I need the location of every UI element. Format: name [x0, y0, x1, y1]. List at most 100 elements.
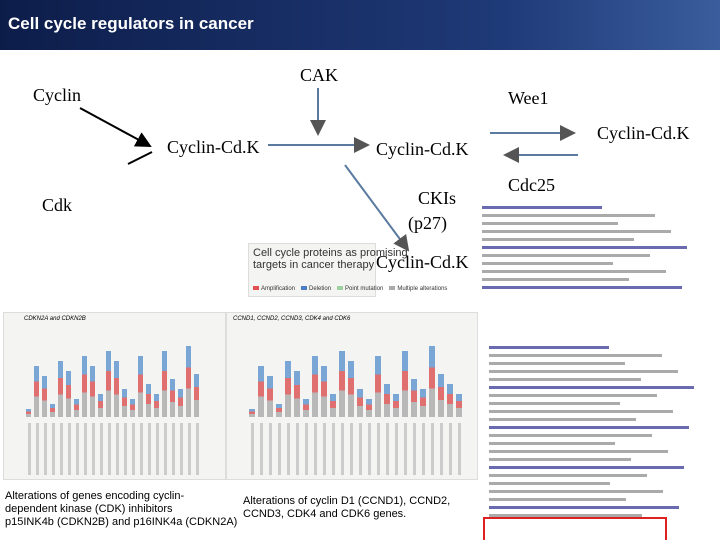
- decor-tick: [148, 423, 151, 475]
- decor-text-line: [489, 482, 610, 485]
- decor-text-line: [489, 466, 684, 469]
- decor-tick: [164, 423, 167, 475]
- decor-bar: [194, 374, 199, 417]
- decor-bar: [411, 379, 417, 417]
- decor-text-line: [482, 270, 666, 273]
- decor-tick: [260, 423, 263, 475]
- caption: Alterations of cyclin D1 (CCND1), CCND2,…: [243, 495, 450, 521]
- decor-text-line: [482, 254, 650, 257]
- decor-tick: [404, 423, 407, 475]
- legend: Amplification Deletion Point mutation Multi…: [253, 277, 447, 295]
- legend-swatch: [253, 286, 259, 290]
- chart-title: CDKN2A and CDKN2B: [24, 316, 86, 322]
- decor-tick: [156, 423, 159, 475]
- decor-tick: [287, 423, 290, 475]
- decor-bar: [276, 404, 282, 417]
- decor-bar: [384, 384, 390, 417]
- decor-bar: [375, 356, 381, 417]
- decor-tick: [140, 423, 143, 475]
- decor-text-line: [482, 238, 634, 241]
- decor-text-line: [489, 450, 668, 453]
- decor-text-line: [489, 490, 663, 493]
- decor-tick: [180, 423, 183, 475]
- legend-swatch: [389, 286, 396, 290]
- decor-bar: [66, 371, 71, 417]
- decor-tick: [52, 423, 55, 475]
- decor-bar: [90, 366, 95, 417]
- decor-tick: [269, 423, 272, 475]
- decor-text-line: [489, 506, 679, 509]
- label: Cyclin-Cd.K: [597, 123, 690, 143]
- decor-text-line: [489, 418, 636, 421]
- decor-tick: [172, 423, 175, 475]
- text: targets in cancer therapy: [253, 259, 375, 271]
- decor-bar: [98, 394, 103, 417]
- text: p15INK4b (CDKN2B) and p16INK4a (CDKN2A): [5, 516, 238, 528]
- text: Alterations of cyclin D1 (CCND1), CCND2,: [243, 495, 451, 507]
- decor-bar: [249, 409, 255, 417]
- decor-tick: [124, 423, 127, 475]
- decor-tick: [108, 423, 111, 475]
- decor-tick: [386, 423, 389, 475]
- decor-text-line: [489, 370, 678, 373]
- decor-tick: [368, 423, 371, 475]
- decor-tick: [100, 423, 103, 475]
- decor-bar: [178, 389, 183, 417]
- arrow: [127, 151, 153, 165]
- decor-tick: [76, 423, 79, 475]
- decor-tick: [278, 423, 281, 475]
- decor-text-line: [482, 246, 687, 249]
- legend-swatch: [337, 286, 344, 290]
- decor-bar: [321, 366, 327, 417]
- decor-tick: [332, 423, 335, 475]
- decor-bar: [122, 389, 127, 417]
- decor-bar: [366, 399, 372, 417]
- decor-bar: [170, 379, 175, 417]
- decor-bar: [339, 351, 345, 417]
- label: Cyclin-Cd.K: [376, 139, 469, 159]
- decor-text-line: [489, 426, 689, 429]
- decor-bar: [429, 346, 435, 417]
- decor-tick: [196, 423, 199, 475]
- article-image: Cell cycle proteins as promising targets …: [248, 243, 447, 297]
- decor-text-line: [489, 442, 615, 445]
- caption: Alterations of genes encoding cyclin- de…: [5, 490, 237, 529]
- decor-tick: [188, 423, 191, 475]
- decor-text-line: [489, 474, 647, 477]
- text: Alterations of genes encoding cyclin-: [5, 490, 185, 502]
- decor-bar: [438, 374, 444, 417]
- decor-bar: [330, 394, 336, 417]
- decor-bar: [357, 389, 363, 417]
- label: Cdk: [42, 195, 73, 215]
- decor-text-line: [489, 386, 694, 389]
- decor-bar: [162, 351, 167, 417]
- decor-bar: [447, 384, 453, 417]
- decor-text-line: [482, 222, 618, 225]
- label: Cyclin: [33, 85, 81, 105]
- decor-bar: [348, 361, 354, 417]
- decor-text-line: [489, 498, 626, 501]
- chart-image: CCND1, CCND2, CCND3, CDK4 and CDK6: [226, 312, 478, 480]
- decor-bar: [186, 346, 191, 417]
- decor-text-line: [489, 458, 631, 461]
- decor-bar: [130, 399, 135, 417]
- decor-tick: [395, 423, 398, 475]
- decor-tick: [377, 423, 380, 475]
- decor-bar: [42, 376, 47, 417]
- label: CKIs: [418, 188, 457, 208]
- decor-text-line: [489, 362, 625, 365]
- decor-bar: [114, 361, 119, 417]
- decor-tick: [449, 423, 452, 475]
- decor-text-line: [482, 206, 602, 209]
- article-title: Cell cycle proteins as promising targets …: [253, 247, 408, 271]
- legend-swatch: [301, 286, 308, 290]
- decor-bar: [146, 384, 151, 417]
- decor-tick: [440, 423, 443, 475]
- legend-label: Amplification: [261, 286, 296, 292]
- decor-tick: [422, 423, 425, 475]
- decor-text-line: [489, 346, 609, 349]
- highlight-box: [483, 517, 667, 540]
- decor-tick: [132, 423, 135, 475]
- decor-bar: [420, 389, 426, 417]
